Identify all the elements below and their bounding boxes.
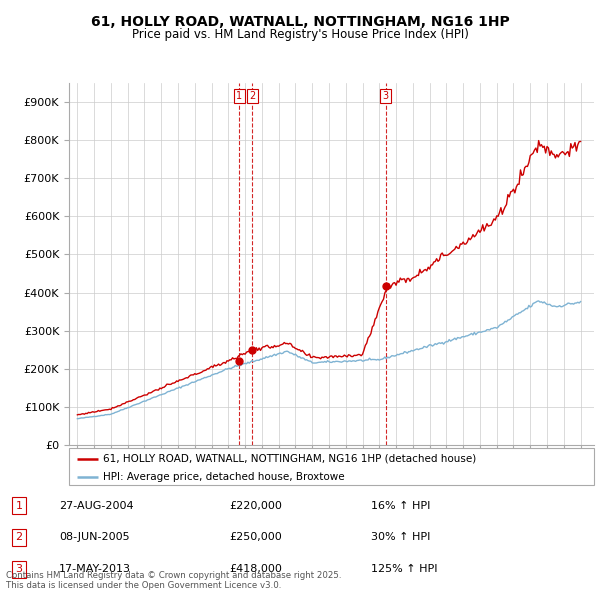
Text: 1: 1 bbox=[236, 91, 242, 101]
Text: 3: 3 bbox=[382, 91, 389, 101]
Text: 61, HOLLY ROAD, WATNALL, NOTTINGHAM, NG16 1HP: 61, HOLLY ROAD, WATNALL, NOTTINGHAM, NG1… bbox=[91, 15, 509, 29]
Text: 3: 3 bbox=[16, 564, 22, 574]
FancyBboxPatch shape bbox=[69, 448, 594, 485]
Text: 17-MAY-2013: 17-MAY-2013 bbox=[59, 564, 131, 574]
Text: HPI: Average price, detached house, Broxtowe: HPI: Average price, detached house, Brox… bbox=[103, 472, 345, 482]
Text: £250,000: £250,000 bbox=[229, 533, 282, 542]
Text: £220,000: £220,000 bbox=[229, 501, 283, 511]
Text: 08-JUN-2005: 08-JUN-2005 bbox=[59, 533, 130, 542]
Text: 61, HOLLY ROAD, WATNALL, NOTTINGHAM, NG16 1HP (detached house): 61, HOLLY ROAD, WATNALL, NOTTINGHAM, NG1… bbox=[103, 454, 476, 464]
Text: £418,000: £418,000 bbox=[229, 564, 283, 574]
Text: 1: 1 bbox=[16, 501, 22, 511]
Text: Contains HM Land Registry data © Crown copyright and database right 2025.
This d: Contains HM Land Registry data © Crown c… bbox=[6, 571, 341, 590]
Text: 27-AUG-2004: 27-AUG-2004 bbox=[59, 501, 134, 511]
Text: Price paid vs. HM Land Registry's House Price Index (HPI): Price paid vs. HM Land Registry's House … bbox=[131, 28, 469, 41]
Text: 16% ↑ HPI: 16% ↑ HPI bbox=[371, 501, 430, 511]
Text: 125% ↑ HPI: 125% ↑ HPI bbox=[371, 564, 437, 574]
Text: 2: 2 bbox=[16, 533, 22, 542]
Text: 2: 2 bbox=[250, 91, 256, 101]
Text: 30% ↑ HPI: 30% ↑ HPI bbox=[371, 533, 430, 542]
